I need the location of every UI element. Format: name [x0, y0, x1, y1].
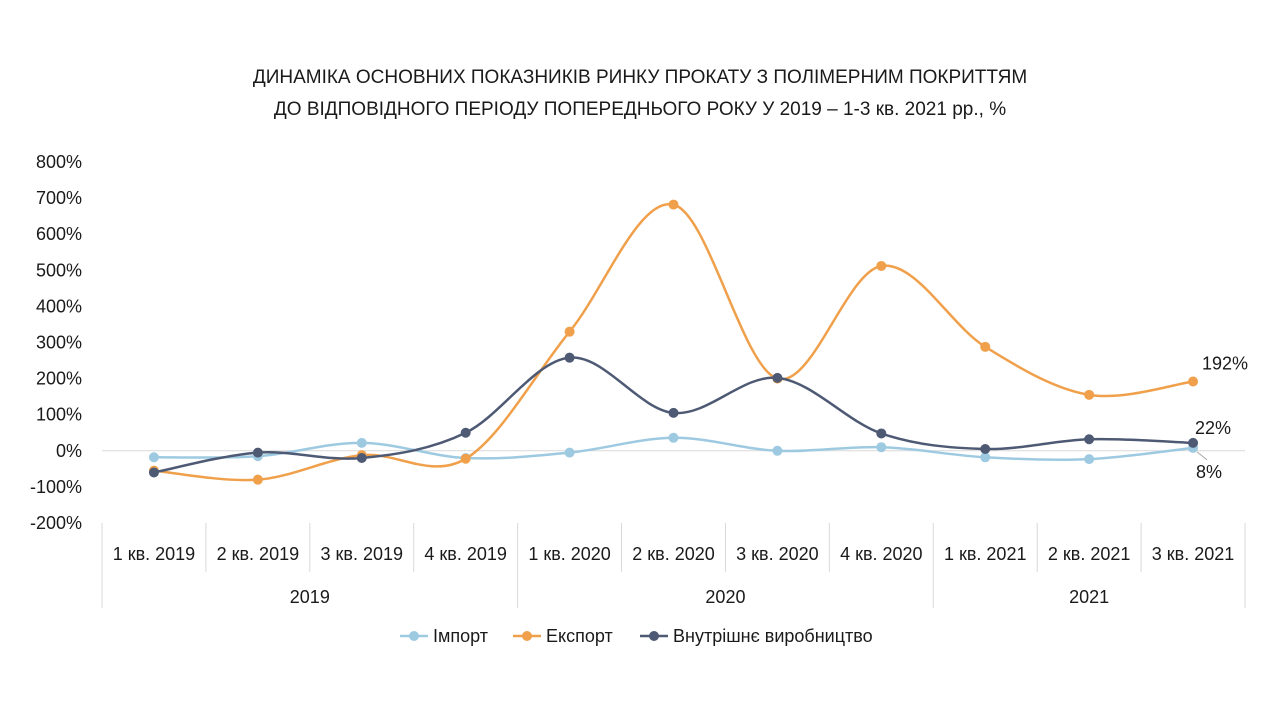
data-point-import: [772, 445, 783, 456]
data-label-import: 8%: [1196, 462, 1222, 482]
data-point-export: [876, 260, 887, 271]
data-point-domestic: [148, 467, 159, 478]
data-point-export: [252, 474, 263, 485]
x-group-label: 2019: [290, 587, 330, 607]
x-category-label: 4 кв. 2019: [424, 544, 507, 564]
x-category-label: 2 кв. 2020: [632, 544, 715, 564]
y-tick-label: 0%: [56, 441, 82, 461]
legend-item-export: Експорт: [513, 626, 613, 646]
x-category-label: 3 кв. 2021: [1152, 544, 1235, 564]
y-tick-label: -100%: [30, 477, 82, 497]
data-point-domestic: [1188, 437, 1199, 448]
chart-title: ДИНАМІКА ОСНОВНИХ ПОКАЗНИКІВ РИНКУ ПРОКА…: [253, 67, 1027, 120]
y-tick-label: 600%: [36, 224, 82, 244]
y-tick-label: 200%: [36, 369, 82, 389]
x-axis: 1 кв. 2019 2 кв. 2019 3 кв. 2019 4 кв. 2019…: [101, 450, 1246, 608]
data-point-import: [1084, 454, 1095, 465]
x-category-label: 1 кв. 2020: [528, 544, 611, 564]
y-tick-label: 400%: [36, 296, 82, 316]
data-point-domestic: [1084, 434, 1095, 445]
series-line-export: [153, 203, 1194, 482]
data-point-domestic: [668, 407, 679, 418]
series-domestic: [148, 352, 1199, 478]
data-point-import: [356, 437, 367, 448]
data-point-domestic: [460, 427, 471, 438]
data-point-import: [876, 442, 887, 453]
y-tick-label: -200%: [30, 513, 82, 533]
data-point-export: [1084, 389, 1095, 400]
legend-label: Внутрішнє виробництво: [673, 626, 873, 646]
y-tick-label: 100%: [36, 405, 82, 425]
x-category-label: 3 кв. 2020: [736, 544, 819, 564]
legend-swatch-marker: [649, 631, 659, 641]
data-point-export: [980, 341, 991, 352]
data-point-domestic: [980, 443, 991, 454]
chart-title-line-1: ДИНАМІКА ОСНОВНИХ ПОКАЗНИКІВ РИНКУ ПРОКА…: [253, 67, 1027, 88]
y-tick-label: 300%: [36, 333, 82, 353]
data-point-export: [668, 199, 679, 210]
x-group-label: 2020: [705, 587, 745, 607]
legend-item-domestic: Внутрішнє виробництво: [640, 626, 873, 646]
data-labels: 8% 192% 22%: [1195, 353, 1248, 481]
data-point-import: [148, 452, 159, 463]
data-point-domestic: [772, 372, 783, 383]
x-category-label: 3 кв. 2019: [321, 544, 404, 564]
data-point-import: [668, 432, 679, 443]
data-point-domestic: [356, 453, 367, 464]
y-tick-label: 500%: [36, 260, 82, 280]
data-point-domestic: [564, 352, 575, 363]
data-point-import: [564, 447, 575, 458]
data-point-export: [564, 326, 575, 337]
series-import: [148, 432, 1199, 465]
x-category-label: 1 кв. 2019: [113, 544, 196, 564]
legend-label: Експорт: [546, 626, 613, 646]
data-point-export: [1188, 376, 1199, 387]
x-category-label: 4 кв. 2020: [840, 544, 923, 564]
y-tick-label: 700%: [36, 188, 82, 208]
chart-legend: Імпорт Експорт Внутрішнє виробництво: [400, 626, 873, 646]
legend-swatch-marker: [522, 631, 532, 641]
x-group-label: 2021: [1069, 587, 1109, 607]
data-point-import: [980, 452, 991, 463]
chart-title-line-2: ДО ВІДПОВІДНОГО ПЕРІОДУ ПОПЕРЕДНЬОГО РОК…: [274, 99, 1006, 120]
series-layer: [148, 199, 1199, 485]
data-point-domestic: [876, 428, 887, 439]
x-category-label: 1 кв. 2021: [944, 544, 1027, 564]
y-axis: -200% -100% 0% 100% 200% 300% 400% 500% 600% 700%…: [30, 152, 82, 533]
data-label-domestic: 22%: [1195, 418, 1231, 438]
x-category-label: 2 кв. 2019: [217, 544, 300, 564]
x-category-label: 2 кв. 2021: [1048, 544, 1131, 564]
legend-swatch-marker: [409, 631, 419, 641]
y-tick-label: 800%: [36, 152, 82, 172]
data-point-domestic: [252, 447, 263, 458]
data-point-export: [460, 453, 471, 464]
data-label-export: 192%: [1202, 353, 1248, 373]
legend-item-import: Імпорт: [400, 626, 488, 646]
data-label-leader: [1196, 451, 1208, 461]
legend-label: Імпорт: [433, 626, 488, 646]
